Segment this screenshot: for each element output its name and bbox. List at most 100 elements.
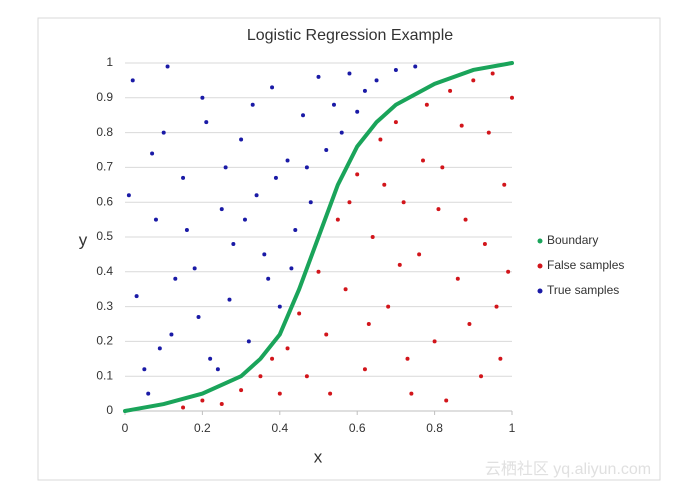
scatter-point <box>378 137 383 142</box>
legend-label: True samples <box>547 283 619 297</box>
scatter-point <box>266 276 271 281</box>
scatter-point <box>471 78 476 83</box>
scatter-point <box>316 74 321 79</box>
scatter-point <box>181 405 186 410</box>
scatter-point <box>165 64 170 69</box>
scatter-point <box>486 130 491 135</box>
scatter-point <box>490 71 495 76</box>
scatter-point <box>215 367 220 372</box>
scatter-point <box>293 228 298 233</box>
scatter-point <box>273 175 278 180</box>
scatter-point <box>362 367 367 372</box>
scatter-point <box>502 182 507 187</box>
y-tick-label: 1 <box>106 55 113 69</box>
y-tick-label: 0 <box>106 403 113 417</box>
scatter-point <box>355 172 360 177</box>
y-tick-label: 0.6 <box>96 194 113 208</box>
scatter-point <box>335 217 340 222</box>
scatter-point <box>184 228 189 233</box>
scatter-point <box>196 315 201 320</box>
scatter-point <box>482 241 487 246</box>
scatter-point <box>331 102 336 107</box>
x-tick-label: 0.6 <box>349 421 366 435</box>
scatter-point <box>130 78 135 83</box>
scatter-point <box>432 339 437 344</box>
scatter-point <box>297 311 302 316</box>
chart-frame <box>37 17 661 481</box>
scatter-point <box>366 322 371 326</box>
scatter-point <box>254 193 259 198</box>
scatter-point <box>223 165 228 170</box>
scatter-point <box>444 398 449 403</box>
scatter-point <box>386 304 391 309</box>
scatter-point <box>401 200 406 205</box>
scatter-point <box>277 391 282 396</box>
scatter-point <box>150 151 155 156</box>
scatter-point <box>347 71 352 76</box>
scatter-point <box>436 207 441 212</box>
scatter-point <box>169 332 174 337</box>
scatter-point <box>409 391 414 396</box>
scatter-point <box>304 374 309 379</box>
x-tick-label: 0.2 <box>194 421 211 435</box>
scatter-point <box>270 85 275 90</box>
scatter-point <box>382 182 387 187</box>
scatter-point <box>494 304 499 309</box>
boundary-line <box>123 61 514 413</box>
scatter-point <box>262 252 267 257</box>
legend-label: Boundary <box>547 233 598 247</box>
scatter-point <box>304 165 309 170</box>
scatter-point <box>146 391 151 396</box>
scatter-point <box>498 356 503 361</box>
scatter-point <box>343 287 348 292</box>
scatter-point <box>200 95 205 100</box>
scatter-point <box>424 102 429 107</box>
scatter-point <box>173 276 178 281</box>
scatter-point <box>239 137 244 142</box>
scatter-point <box>374 78 379 83</box>
scatter-point <box>157 346 162 351</box>
scatter-point <box>239 388 244 393</box>
chart-title: Logistic Regression Example <box>247 27 453 44</box>
scatter-point <box>339 130 344 135</box>
scatter-point <box>181 175 186 180</box>
scatter-point <box>479 374 484 379</box>
scatter-point <box>370 235 375 239</box>
y-tick-label: 0.4 <box>96 264 113 278</box>
scatter-point <box>134 294 139 299</box>
scatter-point <box>285 346 290 351</box>
scatter-point <box>219 207 224 212</box>
x-tick-label: 0.4 <box>271 421 288 435</box>
y-tick-label: 0.2 <box>96 334 113 348</box>
legend-label: False samples <box>547 258 624 272</box>
scatter-point <box>455 276 460 281</box>
scatter-point <box>246 339 251 344</box>
scatter-point <box>301 113 306 118</box>
scatter-point <box>510 95 514 100</box>
scatter-point <box>417 252 422 257</box>
scatter-point <box>467 322 472 326</box>
scatter-point <box>227 297 232 302</box>
scatter-point <box>250 102 255 107</box>
scatter-point <box>270 356 275 361</box>
scatter-point <box>324 332 329 337</box>
scatter-point <box>405 356 410 361</box>
legend-marker <box>537 288 543 294</box>
scatter-point <box>347 200 352 205</box>
scatter-point <box>355 109 360 114</box>
scatter-point <box>324 148 329 152</box>
scatter-point <box>200 398 205 403</box>
scatter-point <box>308 200 313 205</box>
scatter-point <box>393 67 398 72</box>
scatter-point <box>420 158 425 163</box>
scatter-point <box>204 120 209 125</box>
scatter-point <box>393 120 398 125</box>
scatter-point <box>397 262 402 267</box>
watermark: 云栖社区 yq.aliyun.com <box>485 460 651 478</box>
legend-marker <box>537 238 543 244</box>
scatter-point <box>192 266 197 271</box>
scatter-point <box>440 165 445 170</box>
legend-marker <box>537 263 543 269</box>
y-tick-label: 0.9 <box>96 90 113 104</box>
